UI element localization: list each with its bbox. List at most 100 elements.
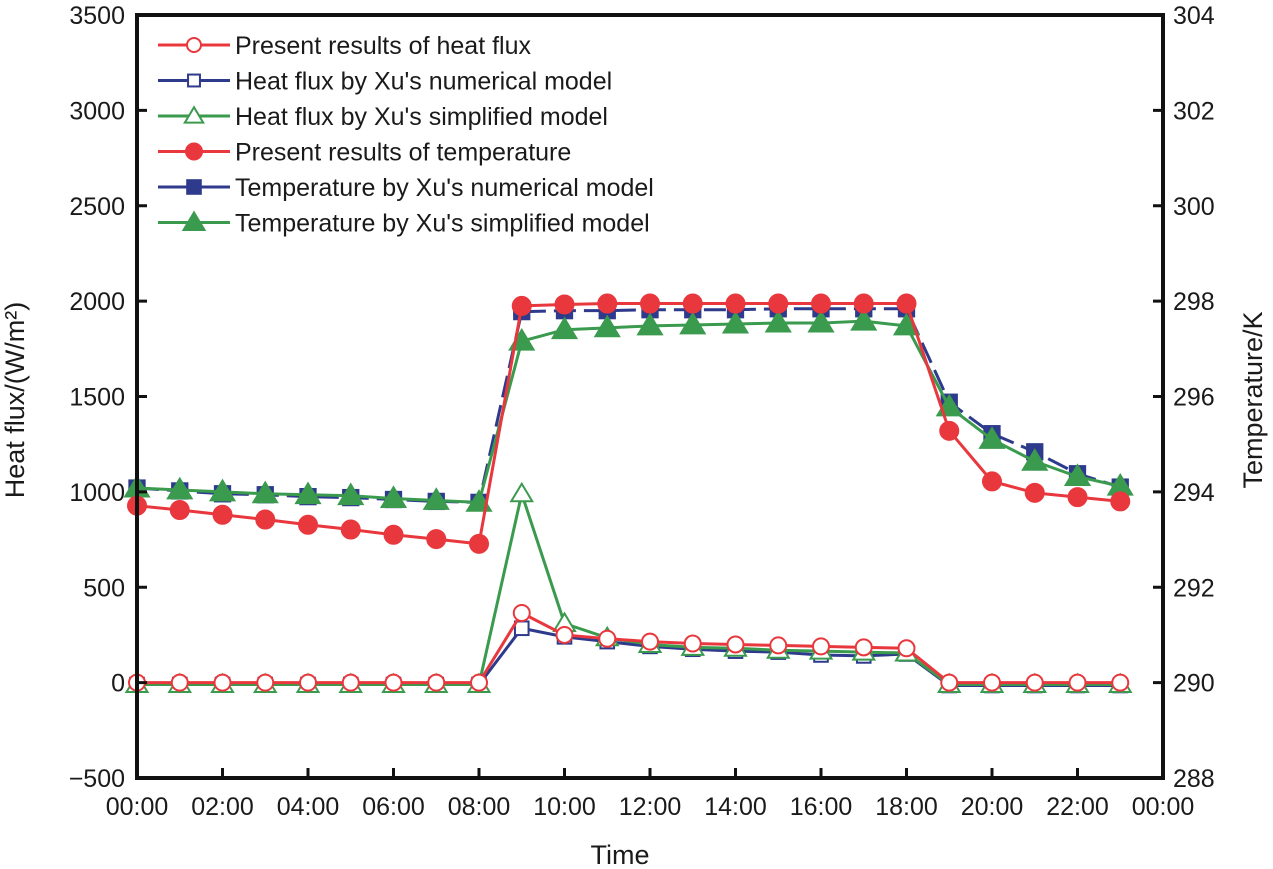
x-tick-label: 10:00 [533,793,596,821]
data-point [940,673,959,692]
y-left-tick-label: 3000 [69,97,125,125]
series-line [137,611,1121,685]
series-line [136,319,1121,504]
data-point [379,485,408,508]
data-point [384,673,403,692]
data-point [1111,673,1130,692]
series-line [136,307,1121,504]
data-point [721,310,750,334]
data-point [554,294,575,315]
legend-item: Present results of heat flux [158,32,531,60]
data-point [213,673,232,692]
legend-label: Heat flux by Xu's simplified model [235,103,608,131]
legend-label: Present results of heat flux [235,32,531,60]
data-point [812,637,830,656]
data-point [769,636,788,655]
data-point [636,312,664,336]
data-point [726,635,745,654]
data-point [598,629,617,648]
data-point [212,504,233,525]
y-right-tick-label: 302 [1173,97,1215,125]
data-point [593,314,621,338]
data-point [683,634,702,653]
data-point [854,638,873,657]
x-tick-label: 08:00 [448,793,511,821]
x-tick-label: 04:00 [277,793,340,821]
data-point [1068,673,1087,692]
data-point [679,311,707,335]
x-tick-label: 12:00 [619,793,682,821]
data-point [426,529,447,550]
data-point [383,524,404,545]
data-point [811,293,831,314]
data-point [978,426,1006,449]
data-point [256,673,275,692]
data-point [1021,448,1049,471]
data-point [422,487,450,510]
y-right-tick-label: 288 [1173,765,1215,793]
legend-marker-square-icon [187,73,201,88]
legend-item: Present results of temperature [158,139,571,167]
x-tick-label: 22:00 [1046,793,1109,821]
legend-marker-square-icon [186,179,202,195]
y-left-tick-label: −500 [69,765,125,793]
data-point [853,293,874,314]
x-tick-label: 20:00 [961,793,1024,821]
legend-label: Temperature by Xu's simplified model [235,210,650,238]
series-temperature-by-xu-s-numerical-model [128,300,1129,512]
data-point [896,293,917,314]
data-point [682,293,703,314]
y-left-tick-label: 3500 [69,2,125,30]
legend-item: Temperature by Xu's numerical model [158,174,654,202]
legend-item: Temperature by Xu's simplified model [158,210,650,238]
data-point [641,632,659,651]
y-left-tick-label: 0 [111,670,125,698]
data-point [169,499,190,520]
x-tick-label: 14:00 [704,793,767,821]
data-point [550,316,579,340]
series-present-results-of-heat-flux [128,604,1130,692]
series-present-results-of-temperature [127,293,1131,554]
data-point [983,673,1001,692]
series-layer [123,293,1134,694]
data-point [807,309,835,333]
x-tick-label: 02:00 [191,793,254,821]
y-left-tick-label: 1000 [69,479,125,507]
data-point [337,482,365,506]
data-point [555,625,574,644]
x-axis-title: Time [591,840,650,869]
data-point [764,309,792,333]
data-point [725,293,746,314]
data-point [1110,491,1131,512]
data-point [897,639,916,658]
data-point [170,673,189,692]
y-left-tick-label: 1500 [69,384,125,412]
x-tick-label: 00:00 [1132,793,1195,821]
data-point [294,481,322,505]
data-point [298,514,318,535]
legend-marker-triangle-icon [183,105,205,124]
x-tick-label: 16:00 [790,793,853,821]
y-right-tick-label: 292 [1173,574,1215,602]
y-axis-right-title: Temperature/K [1238,311,1268,488]
legend-label: Temperature by Xu's numerical model [235,174,654,202]
y-right-tick-label: 298 [1173,288,1215,316]
legend-item: Heat flux by Xu's simplified model [158,103,608,131]
data-point [939,420,960,441]
legend-label: Present results of temperature [235,139,571,167]
data-point [470,673,488,692]
data-point [640,293,660,314]
data-point [166,476,194,500]
y-left-tick-label: 500 [83,574,125,602]
y-right-tick-label: 294 [1173,479,1215,507]
x-tick-label: 00:00 [106,793,169,821]
legend-marker-circle-icon [185,142,203,161]
y-right-tick-label: 300 [1173,193,1215,221]
y-right-tick-label: 290 [1173,670,1215,698]
y-right-tick-label: 304 [1173,2,1215,30]
data-point [1067,487,1088,508]
data-point [511,295,532,316]
y-axis-left-title: Heat flux/(W/m²) [0,302,30,499]
ticks-layer: 00:00 02:00 04:00 06:00 08:00 10:00 12:00 14:00… [69,2,1215,821]
data-point [850,307,878,331]
